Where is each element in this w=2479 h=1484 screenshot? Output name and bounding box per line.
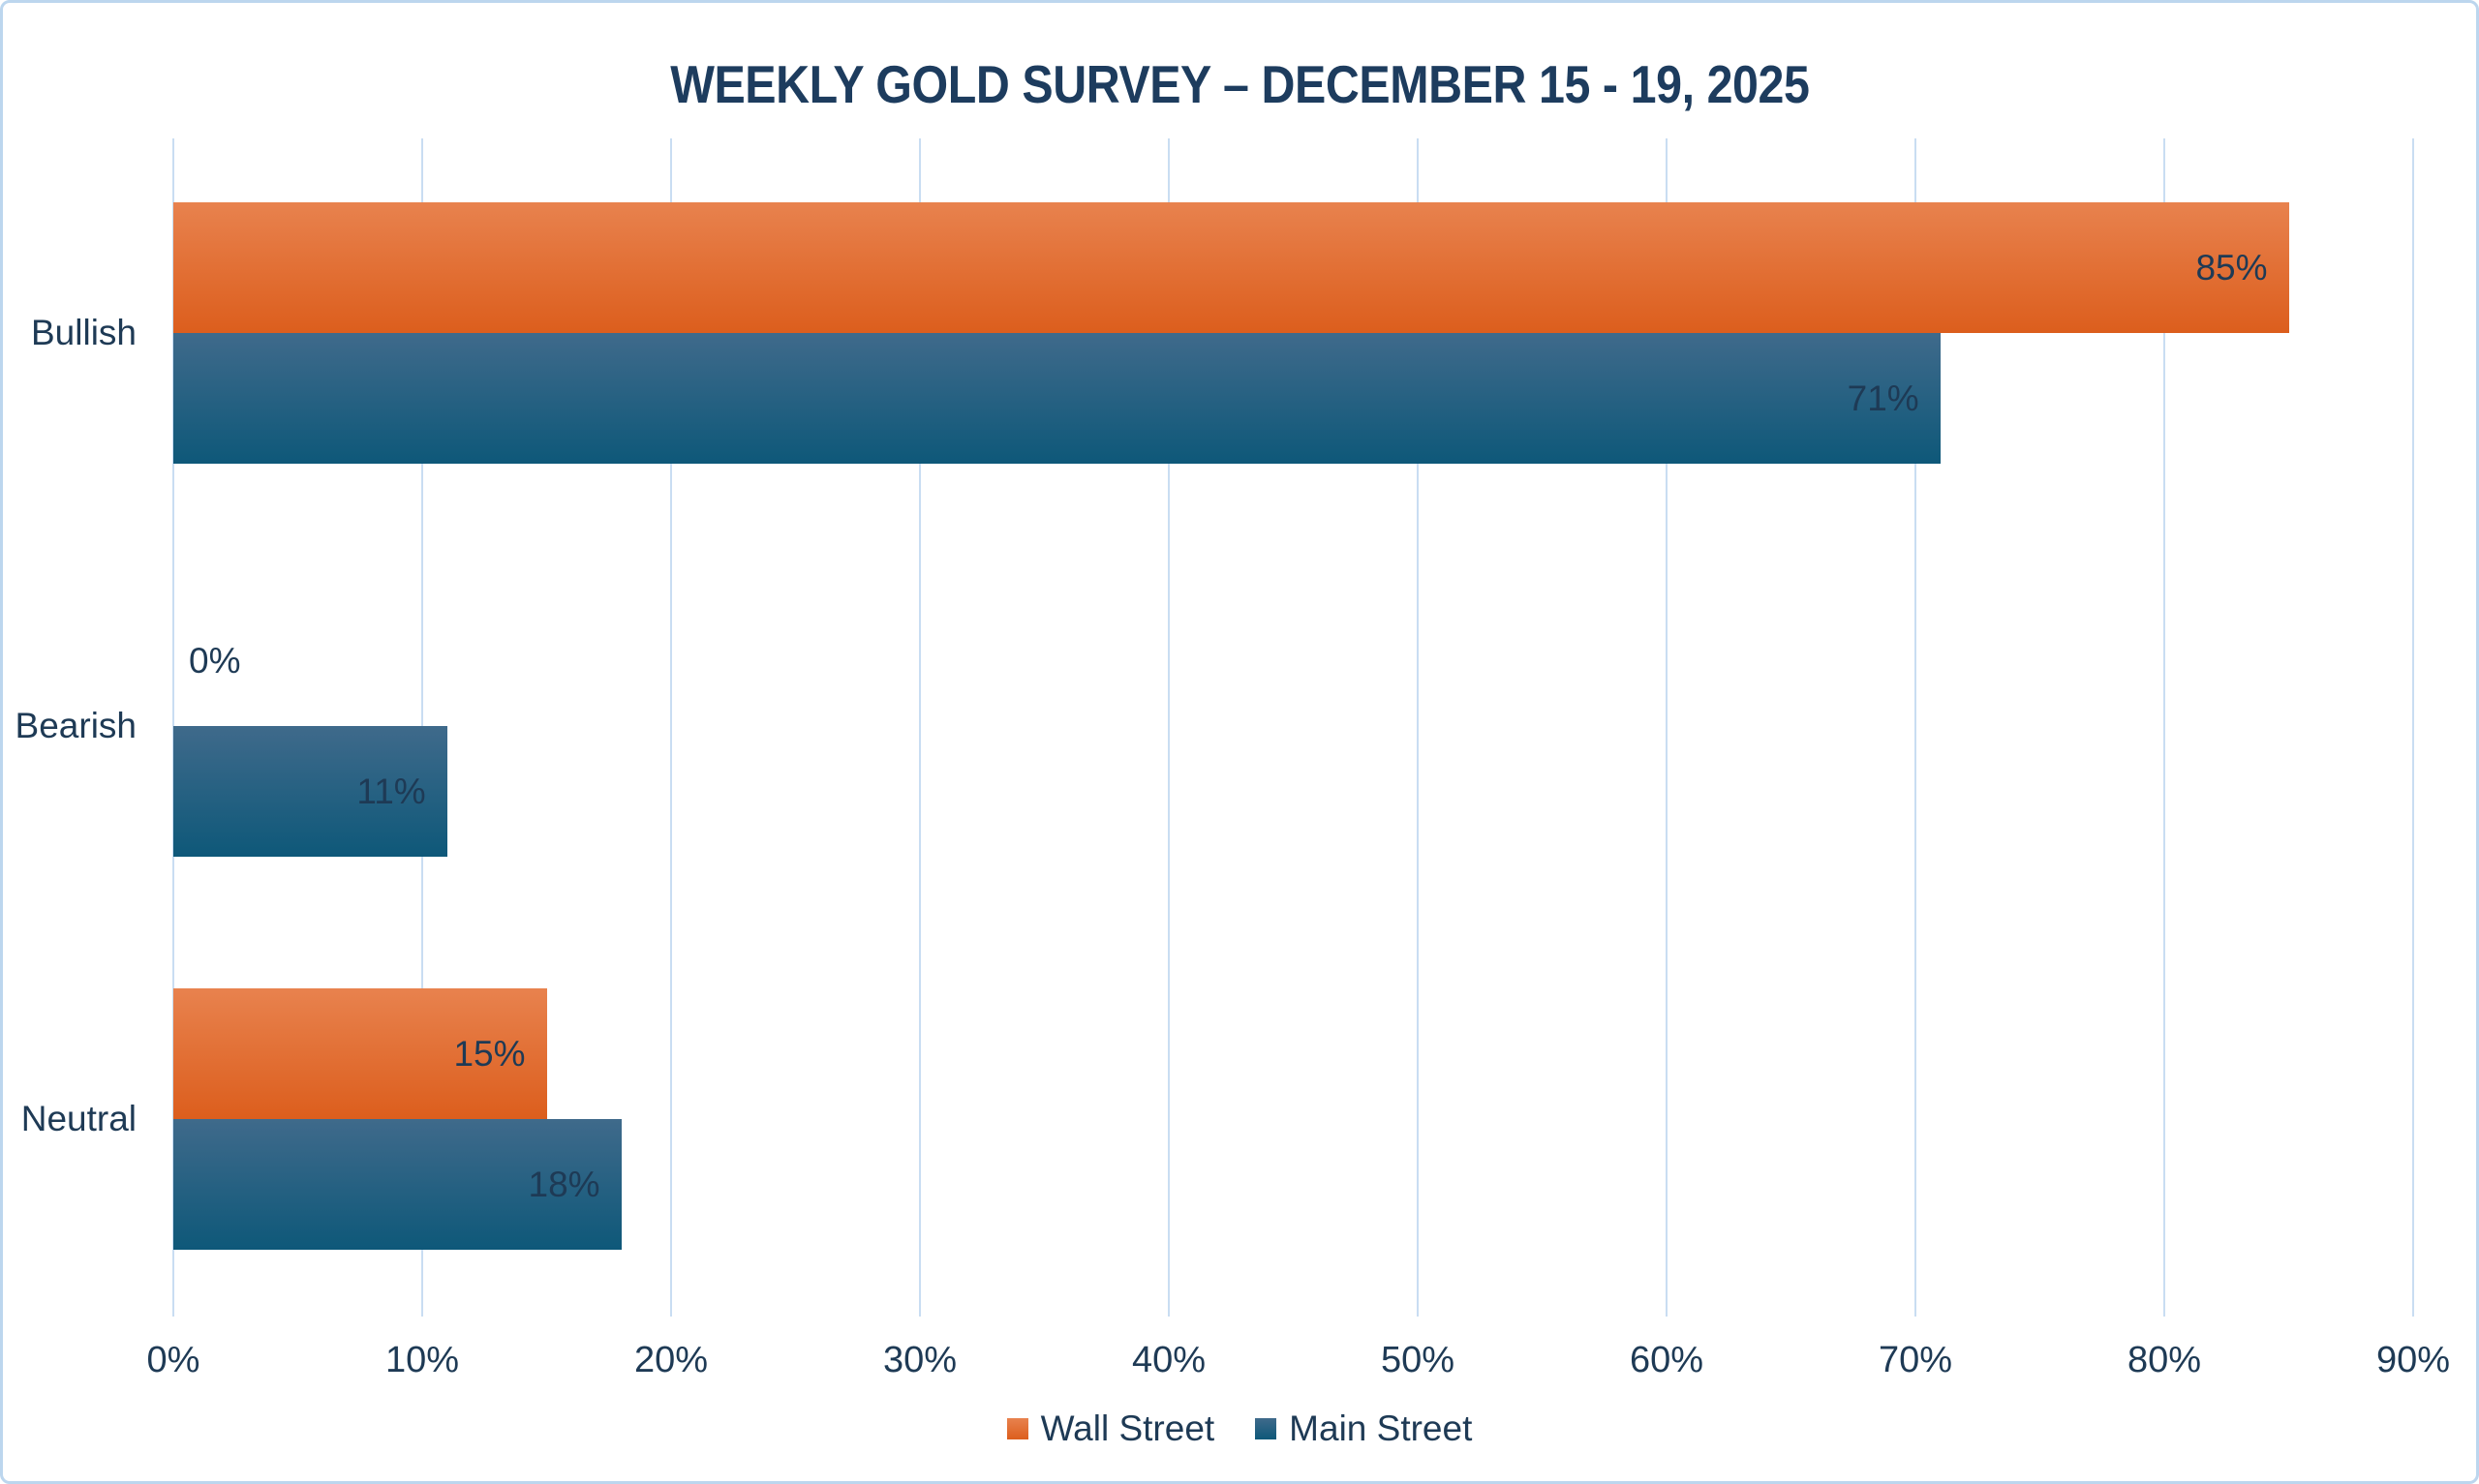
data-label-wall-street-neutral: 15% bbox=[453, 1033, 526, 1074]
bar-main-street-bullish bbox=[173, 333, 1941, 464]
gridline bbox=[1666, 138, 1668, 1317]
wall-street-swatch-icon bbox=[1006, 1418, 1028, 1439]
x-tick-label: 0% bbox=[146, 1340, 200, 1380]
chart-title-text: WEEKLY GOLD SURVEY – DECEMBER 15 - 19, 2… bbox=[669, 54, 1810, 114]
gridline bbox=[670, 138, 672, 1317]
category-label-bullish: Bullish bbox=[31, 313, 137, 352]
x-tick-label: 50% bbox=[1380, 1340, 1455, 1380]
data-label-wall-street-bullish: 85% bbox=[2195, 247, 2268, 288]
gridline bbox=[1914, 138, 1916, 1317]
data-label-main-street-bullish: 71% bbox=[1847, 378, 1919, 418]
bar-wall-street-bullish bbox=[173, 202, 2289, 333]
legend-item-wall-street: Wall Street bbox=[1006, 1408, 1215, 1449]
category-label-neutral: Neutral bbox=[20, 1099, 137, 1138]
gridline bbox=[2412, 138, 2414, 1317]
x-tick-label: 10% bbox=[384, 1340, 460, 1380]
legend-label-main-street: Main Street bbox=[1289, 1408, 1473, 1448]
main-street-swatch-icon bbox=[1255, 1418, 1277, 1439]
data-label-main-street-bearish: 11% bbox=[356, 771, 426, 811]
bar-main-street-bearish bbox=[173, 726, 447, 857]
legend-item-main-street: Main Street bbox=[1255, 1408, 1472, 1449]
x-tick-label: 90% bbox=[2375, 1340, 2451, 1380]
gridline bbox=[919, 138, 921, 1317]
x-tick-label: 60% bbox=[1629, 1340, 1704, 1380]
bar-main-street-neutral bbox=[173, 1119, 622, 1250]
x-tick-label: 30% bbox=[882, 1340, 958, 1380]
gridline bbox=[1417, 138, 1419, 1317]
bar-wall-street-neutral bbox=[173, 988, 547, 1119]
gridline bbox=[1168, 138, 1170, 1317]
category-label-bearish: Bearish bbox=[15, 706, 137, 745]
x-tick-label: 80% bbox=[2127, 1340, 2202, 1380]
data-label-wall-street-bearish: 0% bbox=[189, 640, 241, 681]
chart-title: WEEKLY GOLD SURVEY – DECEMBER 15 - 19, 2… bbox=[3, 53, 2476, 115]
legend: Wall Street Main Street bbox=[3, 1408, 2476, 1449]
x-tick-label: 20% bbox=[633, 1340, 709, 1380]
x-tick-label: 40% bbox=[1131, 1340, 1207, 1380]
data-label-main-street-neutral: 18% bbox=[528, 1164, 600, 1204]
legend-label-wall-street: Wall Street bbox=[1040, 1408, 1215, 1448]
gridline bbox=[2163, 138, 2165, 1317]
x-tick-label: 70% bbox=[1878, 1340, 1953, 1380]
